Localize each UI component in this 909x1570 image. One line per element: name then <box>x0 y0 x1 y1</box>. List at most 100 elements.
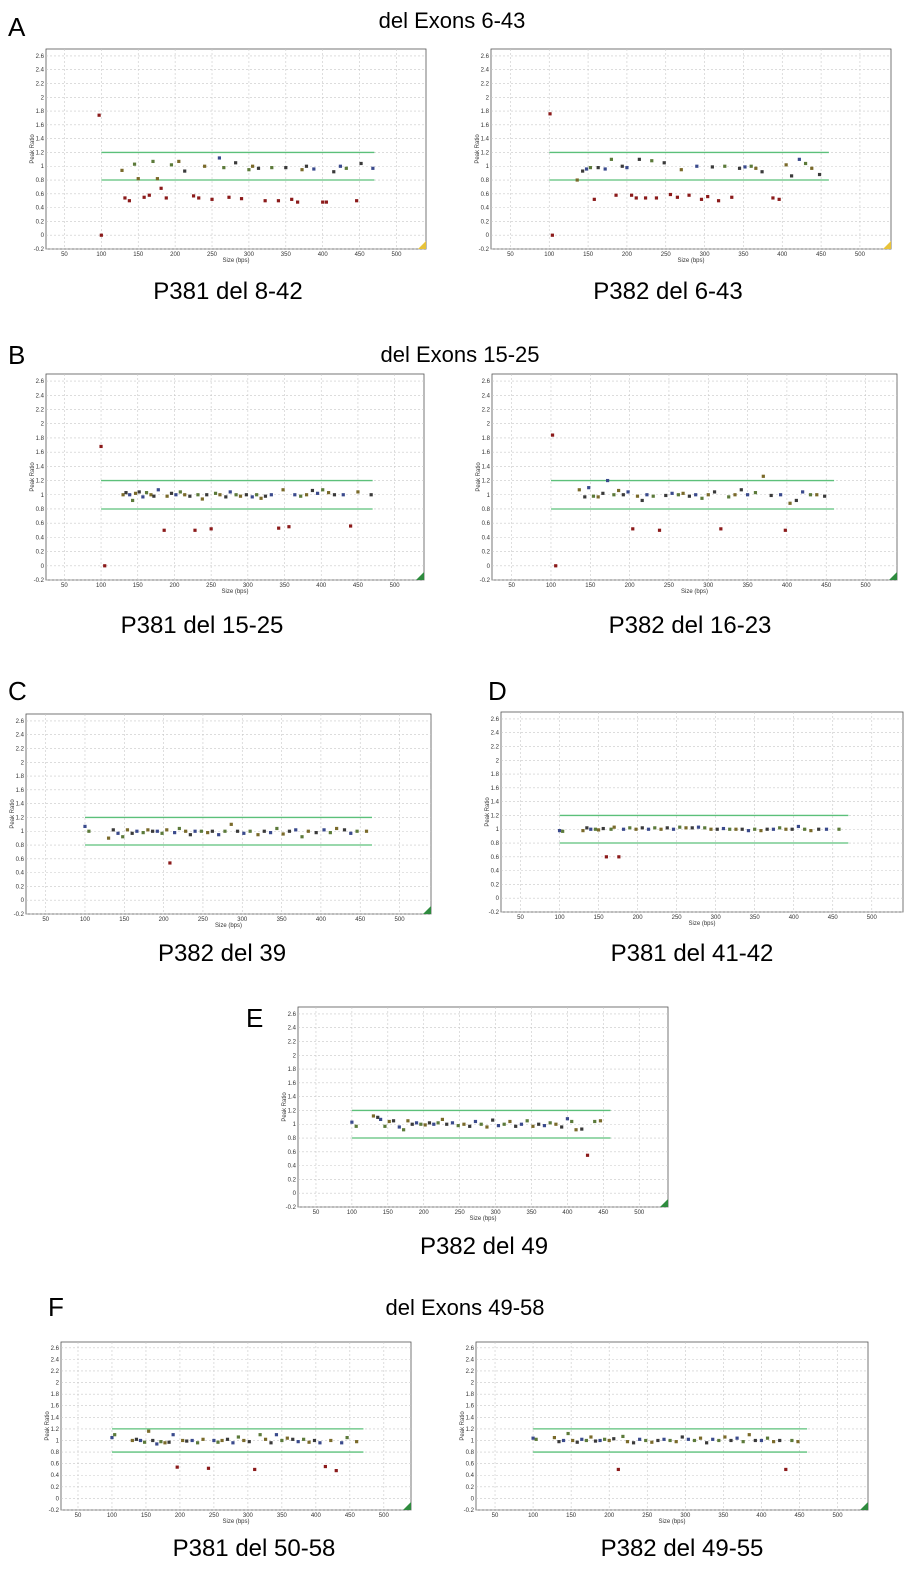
x-tick-label: 150 <box>566 1513 577 1519</box>
data-point <box>609 827 613 831</box>
data-point <box>315 491 320 495</box>
y-tick-label: 0.4 <box>16 871 25 877</box>
caption-f2: P382 del 49-55 <box>600 1535 764 1562</box>
data-point <box>719 527 723 531</box>
y-tick-label: 0.6 <box>466 1462 475 1468</box>
data-point <box>332 493 337 497</box>
data-point <box>225 1437 230 1441</box>
data-point <box>334 1469 338 1473</box>
data-point <box>349 524 353 528</box>
y-tick-label: 0.4 <box>51 1473 60 1479</box>
x-tick-label: 400 <box>782 583 793 589</box>
x-tick-label: 200 <box>625 583 636 589</box>
data-point <box>570 1119 574 1124</box>
y-tick-label: 2.2 <box>288 1039 297 1045</box>
data-point <box>771 827 776 831</box>
x-tick-label: 150 <box>585 583 596 589</box>
y-tick-label: 2 <box>486 95 490 101</box>
data-point <box>721 826 726 831</box>
x-tick-label: 200 <box>159 917 170 923</box>
data-point <box>125 828 130 832</box>
data-point <box>146 828 150 832</box>
x-tick-label: 150 <box>594 915 605 921</box>
y-tick-label: 0.6 <box>481 192 490 198</box>
data-point <box>788 501 792 505</box>
data-point <box>193 528 197 532</box>
x-tick-label: 500 <box>867 915 878 921</box>
chart-b2: 50 100 150 200 250 300 350 400 450 500 -0.2 0 0.2 0.4… <box>476 373 898 595</box>
data-point <box>263 199 267 203</box>
data-point <box>462 1122 466 1126</box>
y-tick-label: 0 <box>496 896 500 902</box>
data-point <box>753 827 757 831</box>
data-point <box>269 493 273 497</box>
data-point <box>310 488 315 493</box>
data-point <box>687 193 691 197</box>
data-point <box>710 165 714 169</box>
data-point <box>680 1435 684 1439</box>
data-point <box>410 1122 414 1126</box>
data-point <box>609 157 613 161</box>
data-point <box>596 828 601 832</box>
data-point <box>173 831 177 835</box>
data-point <box>485 1125 489 1129</box>
x-tick-label: 450 <box>345 1513 356 1519</box>
data-point <box>759 1438 764 1443</box>
x-axis-label: Size (bps) <box>677 258 704 264</box>
x-tick-label: 100 <box>80 917 91 923</box>
chart-a1: 50 100 150 200 250 300 350 400 450 500 -0.2 0 0.2 0.4… <box>30 48 427 264</box>
x-tick-label: 100 <box>96 583 107 589</box>
y-tick-label: 2 <box>21 760 25 766</box>
data-point <box>741 1440 745 1444</box>
y-tick-label: 1.4 <box>36 464 45 470</box>
y-axis-label: Peak Ratio <box>30 462 36 492</box>
data-point <box>152 494 156 498</box>
y-tick-label: 2.6 <box>482 379 491 385</box>
data-point <box>574 1128 578 1132</box>
panel-letter-a: A <box>8 12 26 42</box>
x-tick-label: 500 <box>379 1513 390 1519</box>
y-tick-label: 0 <box>21 898 25 904</box>
data-point <box>473 1119 478 1124</box>
x-tick-label: 300 <box>703 583 714 589</box>
y-tick-label: 2.2 <box>51 1369 60 1375</box>
x-tick-label: 200 <box>175 1513 186 1519</box>
x-tick-label: 50 <box>492 1513 499 1519</box>
y-tick-label: 2.6 <box>36 379 45 385</box>
data-point <box>376 1115 380 1119</box>
data-point <box>772 1440 776 1444</box>
data-point <box>668 192 673 197</box>
data-point <box>542 1124 547 1128</box>
data-point <box>238 494 243 498</box>
data-point <box>634 196 638 200</box>
data-point <box>583 495 587 499</box>
y-axis-label: Peak Ratio <box>45 1411 51 1441</box>
data-point <box>797 157 801 161</box>
x-tick-label: 250 <box>664 583 675 589</box>
y-tick-label: 1.2 <box>466 1427 475 1433</box>
data-point <box>686 1437 690 1441</box>
y-tick-label: 1.8 <box>491 772 500 778</box>
data-point <box>287 829 292 833</box>
plot-frame <box>45 373 425 581</box>
x-tick-label: 350 <box>743 583 754 589</box>
data-point <box>229 822 233 826</box>
data-point <box>670 491 674 495</box>
data-point <box>591 494 596 498</box>
data-point <box>581 169 585 173</box>
data-point <box>706 194 710 199</box>
y-tick-label: 0.6 <box>491 855 500 861</box>
data-point <box>794 498 798 503</box>
x-tick-label: 250 <box>672 915 683 921</box>
data-point <box>371 1114 376 1118</box>
data-point <box>314 831 318 835</box>
data-point <box>593 827 598 831</box>
data-point <box>383 1124 387 1128</box>
data-point <box>132 162 137 166</box>
data-point <box>324 200 328 204</box>
data-point <box>745 493 750 497</box>
y-tick-label: 1.6 <box>36 450 45 456</box>
data-point <box>596 495 600 499</box>
data-point <box>603 167 607 171</box>
x-tick-label: 150 <box>133 583 144 589</box>
